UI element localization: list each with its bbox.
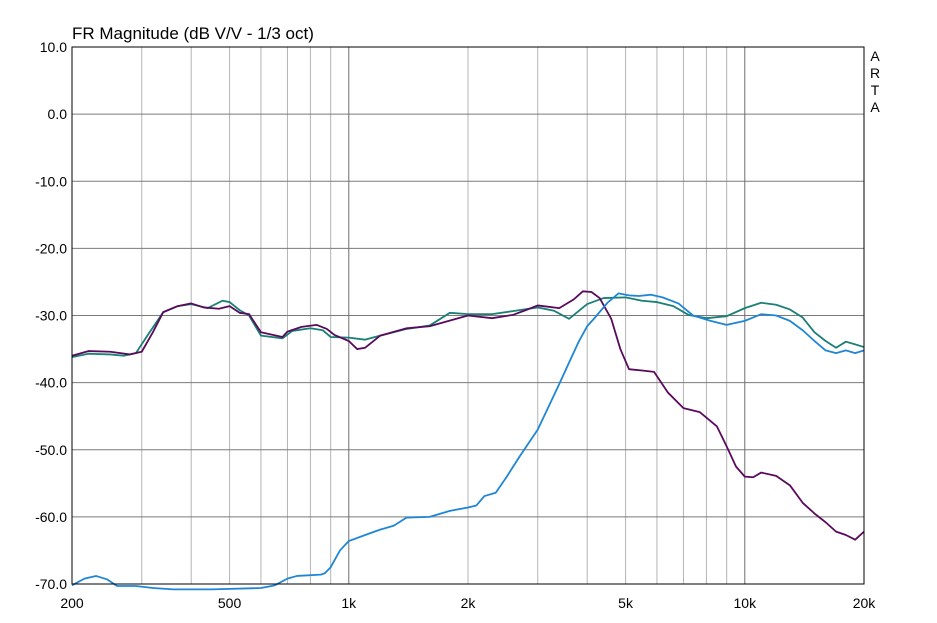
watermark-letter: A bbox=[870, 48, 880, 64]
series-layer bbox=[71, 290, 865, 591]
watermark-letter: A bbox=[870, 99, 880, 115]
plot-frame bbox=[71, 46, 865, 585]
x-tick-label: 200 bbox=[60, 595, 84, 611]
y-tick-label: 0.0 bbox=[48, 106, 68, 122]
x-tick-labels: 200 500 1k 2k 5k 10k 20k bbox=[60, 595, 876, 611]
chart-title: FR Magnitude (dB V/V - 1/3 oct) bbox=[72, 24, 314, 43]
grid-major bbox=[72, 47, 864, 584]
y-tick-label: -70.0 bbox=[35, 576, 67, 592]
x-tick-label: 20k bbox=[853, 595, 877, 611]
y-tick-label: -50.0 bbox=[35, 442, 67, 458]
watermark-letter: R bbox=[870, 65, 880, 81]
x-tick-label: 2k bbox=[461, 595, 477, 611]
y-tick-label: -60.0 bbox=[35, 509, 67, 525]
y-tick-label: -10.0 bbox=[35, 173, 67, 189]
series-line-2 bbox=[71, 290, 865, 541]
x-tick-label: 10k bbox=[734, 595, 758, 611]
y-tick-label: -30.0 bbox=[35, 308, 67, 324]
x-tick-label: 5k bbox=[618, 595, 634, 611]
y-tick-labels: 10.0 0.0 -10.0 -20.0 -30.0 -40.0 -50.0 -60.0 -70… bbox=[35, 39, 67, 592]
watermark-letter: T bbox=[871, 82, 880, 98]
x-tick-label: 1k bbox=[341, 595, 357, 611]
series-line-3 bbox=[71, 292, 865, 591]
y-tick-label: -20.0 bbox=[35, 240, 67, 256]
y-tick-label: -40.0 bbox=[35, 375, 67, 391]
y-tick-label: 10.0 bbox=[40, 39, 67, 55]
x-tick-label: 500 bbox=[218, 595, 242, 611]
